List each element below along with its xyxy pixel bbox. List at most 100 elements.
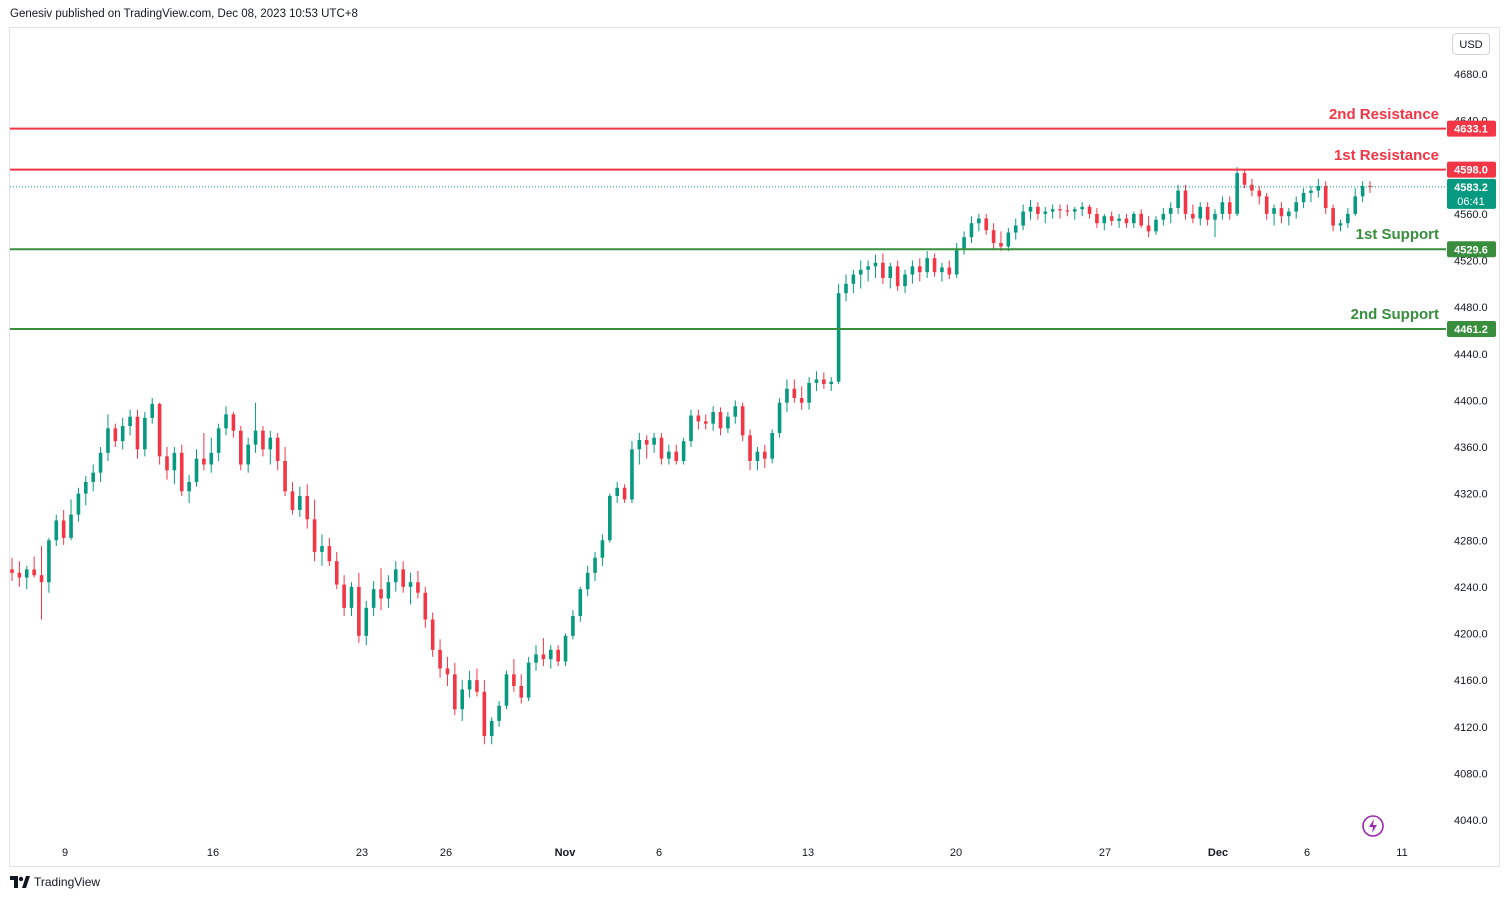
candle-body[interactable] bbox=[150, 403, 155, 418]
candle-body[interactable] bbox=[925, 258, 929, 273]
candle-body[interactable] bbox=[172, 452, 177, 471]
candle-body[interactable] bbox=[1102, 216, 1107, 224]
candle-body[interactable] bbox=[401, 569, 405, 587]
candle-body[interactable] bbox=[312, 519, 317, 552]
candle-body[interactable] bbox=[334, 561, 339, 585]
candle-body[interactable] bbox=[770, 433, 774, 459]
candle-body[interactable] bbox=[585, 572, 590, 590]
candle-body[interactable] bbox=[1168, 208, 1173, 214]
candle-body[interactable] bbox=[54, 520, 59, 541]
candle-body[interactable] bbox=[689, 415, 693, 442]
candle-body[interactable] bbox=[615, 487, 619, 496]
candle-body[interactable] bbox=[844, 283, 848, 294]
candle-body[interactable] bbox=[858, 269, 863, 275]
candle-body[interactable] bbox=[460, 689, 465, 710]
candle-body[interactable] bbox=[600, 540, 605, 558]
candle-body[interactable] bbox=[1050, 209, 1055, 212]
candle-body[interactable] bbox=[1146, 225, 1151, 232]
candle-body[interactable] bbox=[430, 619, 435, 650]
candle-body[interactable] bbox=[777, 402, 782, 434]
candle-body[interactable] bbox=[1213, 213, 1217, 220]
candle-body[interactable] bbox=[386, 582, 391, 599]
candle-body[interactable] bbox=[1036, 206, 1040, 214]
candle-body[interactable] bbox=[822, 379, 826, 385]
candle-body[interactable] bbox=[84, 481, 88, 494]
candle-body[interactable] bbox=[216, 428, 221, 453]
candle-body[interactable] bbox=[10, 569, 14, 573]
candle-body[interactable] bbox=[829, 381, 834, 385]
candle-body[interactable] bbox=[24, 569, 29, 578]
candle-body[interactable] bbox=[438, 649, 442, 669]
candle-body[interactable] bbox=[1220, 202, 1225, 214]
candle-body[interactable] bbox=[120, 426, 125, 442]
candle-body[interactable] bbox=[39, 575, 44, 583]
candle-body[interactable] bbox=[349, 586, 354, 608]
candle-body[interactable] bbox=[1198, 206, 1203, 219]
candle-body[interactable] bbox=[910, 266, 915, 275]
tradingview-logo[interactable]: TradingView bbox=[10, 875, 100, 889]
candle-body[interactable] bbox=[1080, 206, 1084, 210]
candle-body[interactable] bbox=[69, 514, 73, 538]
candle-body[interactable] bbox=[1346, 213, 1350, 224]
candle-body[interactable] bbox=[32, 569, 36, 576]
candle-body[interactable] bbox=[268, 437, 273, 450]
candle-body[interactable] bbox=[1309, 190, 1313, 193]
candle-body[interactable] bbox=[393, 569, 398, 583]
candle-body[interactable] bbox=[1323, 185, 1328, 209]
candle-body[interactable] bbox=[1021, 211, 1025, 226]
candle-body[interactable] bbox=[1087, 206, 1092, 214]
candle-body[interactable] bbox=[763, 451, 767, 459]
candle-body[interactable] bbox=[91, 472, 95, 482]
candle-body[interactable] bbox=[637, 440, 642, 450]
candle-body[interactable] bbox=[1013, 225, 1018, 233]
chart-frame[interactable] bbox=[9, 27, 1500, 867]
candle-body[interactable] bbox=[888, 266, 893, 278]
candle-body[interactable] bbox=[1124, 218, 1129, 224]
candle-body[interactable] bbox=[940, 267, 944, 273]
candle-body[interactable] bbox=[165, 456, 169, 471]
candle-body[interactable] bbox=[1154, 219, 1158, 232]
candle-body[interactable] bbox=[1316, 185, 1321, 191]
candle-body[interactable] bbox=[674, 451, 679, 461]
candle-body[interactable] bbox=[283, 460, 287, 492]
candle-body[interactable] bbox=[755, 451, 760, 461]
candle-body[interactable] bbox=[379, 589, 383, 599]
candle-body[interactable] bbox=[194, 458, 199, 482]
candle-body[interactable] bbox=[792, 388, 797, 399]
candle-body[interactable] bbox=[512, 674, 516, 686]
candle-body[interactable] bbox=[445, 668, 450, 675]
candle-body[interactable] bbox=[740, 406, 745, 436]
candle-body[interactable] bbox=[652, 437, 656, 445]
candle-body[interactable] bbox=[305, 495, 310, 520]
candle-body[interactable] bbox=[556, 649, 560, 662]
candle-body[interactable] bbox=[1109, 216, 1114, 221]
candle-body[interactable] bbox=[726, 416, 730, 429]
candle-body[interactable] bbox=[984, 218, 989, 231]
candle-body[interactable] bbox=[644, 440, 649, 445]
candle-body[interactable] bbox=[541, 654, 546, 660]
candle-body[interactable] bbox=[977, 218, 981, 224]
candle-body[interactable] bbox=[1072, 209, 1077, 212]
candle-body[interactable] bbox=[1338, 223, 1343, 226]
candle-body[interactable] bbox=[1235, 173, 1239, 214]
candle-body[interactable] bbox=[135, 416, 140, 450]
candle-body[interactable] bbox=[504, 674, 509, 706]
candle-body[interactable] bbox=[475, 680, 479, 692]
candle-body[interactable] bbox=[1360, 185, 1365, 197]
candle-body[interactable] bbox=[1176, 190, 1180, 209]
candle-body[interactable] bbox=[991, 230, 996, 244]
currency-button[interactable]: USD bbox=[1452, 33, 1490, 55]
candle-body[interactable] bbox=[519, 685, 524, 698]
candle-body[interactable] bbox=[128, 416, 132, 427]
candle-body[interactable] bbox=[290, 491, 295, 510]
candle-body[interactable] bbox=[733, 406, 738, 417]
candle-body[interactable] bbox=[659, 437, 664, 459]
candle-body[interactable] bbox=[231, 414, 236, 431]
candle-body[interactable] bbox=[423, 592, 428, 620]
candle-body[interactable] bbox=[209, 452, 214, 465]
candle-body[interactable] bbox=[1301, 192, 1306, 203]
candle-body[interactable] bbox=[999, 243, 1003, 247]
candle-body[interactable] bbox=[954, 248, 959, 275]
candle-body[interactable] bbox=[799, 398, 804, 403]
